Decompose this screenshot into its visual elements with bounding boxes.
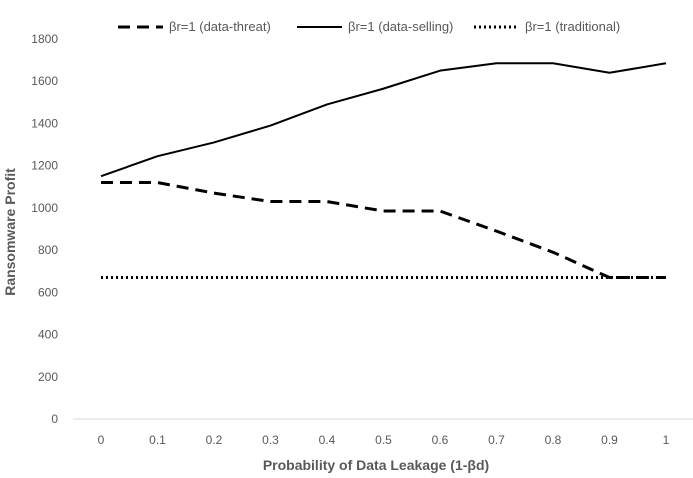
x-tick-label: 1 xyxy=(663,433,670,447)
y-tick-label: 600 xyxy=(38,285,58,299)
legend-label-data-selling: βr=1 (data-selling) xyxy=(348,19,453,34)
y-axis-title: Ransomware Profit xyxy=(2,168,18,296)
legend: βr=1 (data-threat) βr=1 (data-selling) βr=… xyxy=(118,19,620,34)
legend-label-traditional: βr=1 (traditional) xyxy=(525,19,620,34)
x-tick-label: 0.6 xyxy=(432,433,449,447)
x-axis-ticks: 0 0.1 0.2 0.3 0.4 0.5 0.6 0.7 0.8 0.9 1 xyxy=(98,433,670,447)
series-line-data-selling xyxy=(100,62,667,178)
x-tick-label: 0.2 xyxy=(206,433,223,447)
y-tick-label: 1600 xyxy=(31,74,58,88)
x-axis-title: Probability of Data Leakage (1-βd) xyxy=(263,457,489,473)
x-tick-label: 0.7 xyxy=(488,433,505,447)
series-line-data-threat xyxy=(101,181,666,280)
x-tick-label: 0 xyxy=(98,433,105,447)
y-tick-label: 200 xyxy=(38,370,58,384)
x-tick-label: 0.1 xyxy=(149,433,166,447)
x-tick-label: 0.5 xyxy=(375,433,392,447)
y-axis-ticks: 0 200 400 600 800 1000 1200 1400 1600 1800 xyxy=(31,32,58,426)
legend-label-data-threat: βr=1 (data-threat) xyxy=(169,19,271,34)
y-tick-label: 800 xyxy=(38,243,58,257)
y-tick-label: 1200 xyxy=(31,159,58,173)
series-layer xyxy=(100,62,667,280)
y-tick-label: 0 xyxy=(51,412,58,426)
x-tick-label: 0.4 xyxy=(319,433,336,447)
x-tick-label: 0.9 xyxy=(601,433,618,447)
y-tick-label: 1000 xyxy=(31,201,58,215)
y-tick-label: 400 xyxy=(38,328,58,342)
y-tick-label: 1400 xyxy=(31,116,58,130)
x-tick-label: 0.3 xyxy=(262,433,279,447)
y-tick-label: 1800 xyxy=(31,32,58,46)
x-tick-label: 0.8 xyxy=(545,433,562,447)
